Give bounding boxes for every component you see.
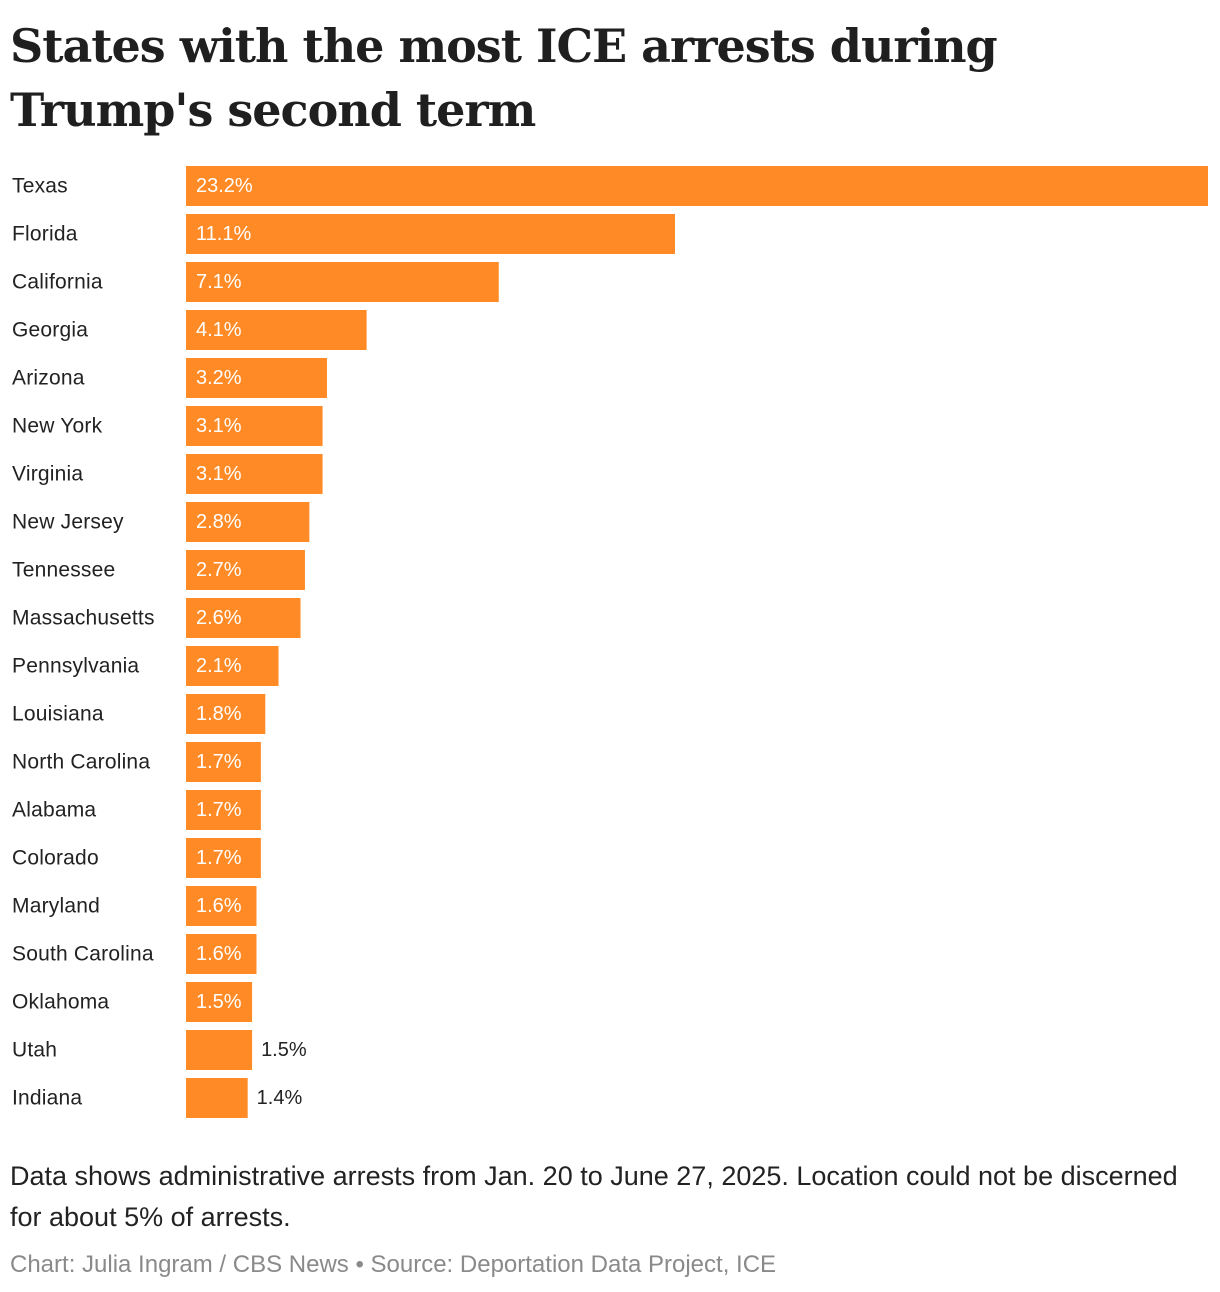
value-label-massachusetts: 2.6% (196, 607, 242, 629)
bar-oklahoma (186, 982, 253, 1022)
value-label-louisiana: 1.8% (196, 703, 242, 725)
category-label-oklahoma: Oklahoma (12, 991, 109, 1014)
bar-georgia (186, 310, 367, 350)
category-label-tennessee: Tennessee (12, 559, 115, 582)
value-label-tennessee: 2.7% (196, 559, 242, 581)
bar-utah (186, 1030, 253, 1070)
bar-pennsylvania (186, 646, 279, 686)
bar-colorado (186, 838, 261, 878)
value-label-texas: 23.2% (196, 175, 253, 197)
bar-california (186, 262, 499, 302)
value-label-pennsylvania: 2.1% (196, 655, 242, 677)
category-label-south-carolina: South Carolina (12, 943, 154, 966)
value-label-new-york: 3.1% (196, 415, 242, 437)
value-label-california: 7.1% (196, 271, 242, 293)
bar-alabama (186, 790, 261, 830)
chart-note: Data shows administrative arrests from J… (10, 1161, 1178, 1232)
value-label-florida: 11.1% (196, 223, 251, 245)
category-label-pennsylvania: Pennsylvania (12, 655, 139, 678)
value-label-new-jersey: 2.8% (196, 511, 242, 533)
category-label-massachusetts: Massachusetts (12, 607, 155, 630)
bar-arizona (186, 358, 327, 398)
value-label-colorado: 1.7% (196, 847, 242, 869)
bar-north-carolina (186, 742, 261, 782)
bar-virginia (186, 454, 323, 494)
category-label-florida: Florida (12, 223, 78, 246)
category-label-california: California (12, 271, 103, 294)
category-label-georgia: Georgia (12, 319, 88, 342)
category-label-arizona: Arizona (12, 367, 85, 390)
bar-indiana (186, 1078, 248, 1118)
bar-new-york (186, 406, 323, 446)
value-label-arizona: 3.2% (196, 367, 242, 389)
bar-tennessee (186, 550, 305, 590)
value-label-utah: 1.5% (261, 1039, 307, 1061)
category-label-colorado: Colorado (12, 847, 99, 870)
category-label-new-jersey: New Jersey (12, 511, 124, 534)
value-label-north-carolina: 1.7% (196, 751, 242, 773)
category-label-new-york: New York (12, 415, 103, 438)
category-label-utah: Utah (12, 1039, 57, 1062)
bar-maryland (186, 886, 257, 926)
bars-layer: Texas 23.2% Florida 11.1% California 7.1% Geor… (12, 166, 1208, 1118)
bar-new-jersey (186, 502, 310, 542)
value-label-alabama: 1.7% (196, 799, 242, 821)
category-label-alabama: Alabama (12, 799, 96, 822)
value-label-indiana: 1.4% (257, 1087, 303, 1109)
category-label-north-carolina: North Carolina (12, 751, 150, 774)
bar-louisiana (186, 694, 266, 734)
bar-massachusetts (186, 598, 301, 638)
value-label-georgia: 4.1% (196, 319, 242, 341)
bar-florida (186, 214, 675, 254)
category-label-indiana: Indiana (12, 1087, 82, 1110)
value-label-virginia: 3.1% (196, 463, 242, 485)
chart-credit: Chart: Julia Ingram / CBS News • Source:… (10, 1251, 777, 1278)
category-label-virginia: Virginia (12, 463, 83, 486)
bar-south-carolina (186, 934, 257, 974)
chart-title: States with the most ICE arrests during … (10, 19, 998, 137)
category-label-texas: Texas (12, 175, 68, 198)
value-label-oklahoma: 1.5% (196, 991, 242, 1013)
category-label-maryland: Maryland (12, 895, 100, 918)
bar-texas (186, 166, 1208, 206)
category-label-louisiana: Louisiana (12, 703, 104, 726)
value-label-maryland: 1.6% (196, 895, 242, 917)
value-label-south-carolina: 1.6% (196, 943, 242, 965)
